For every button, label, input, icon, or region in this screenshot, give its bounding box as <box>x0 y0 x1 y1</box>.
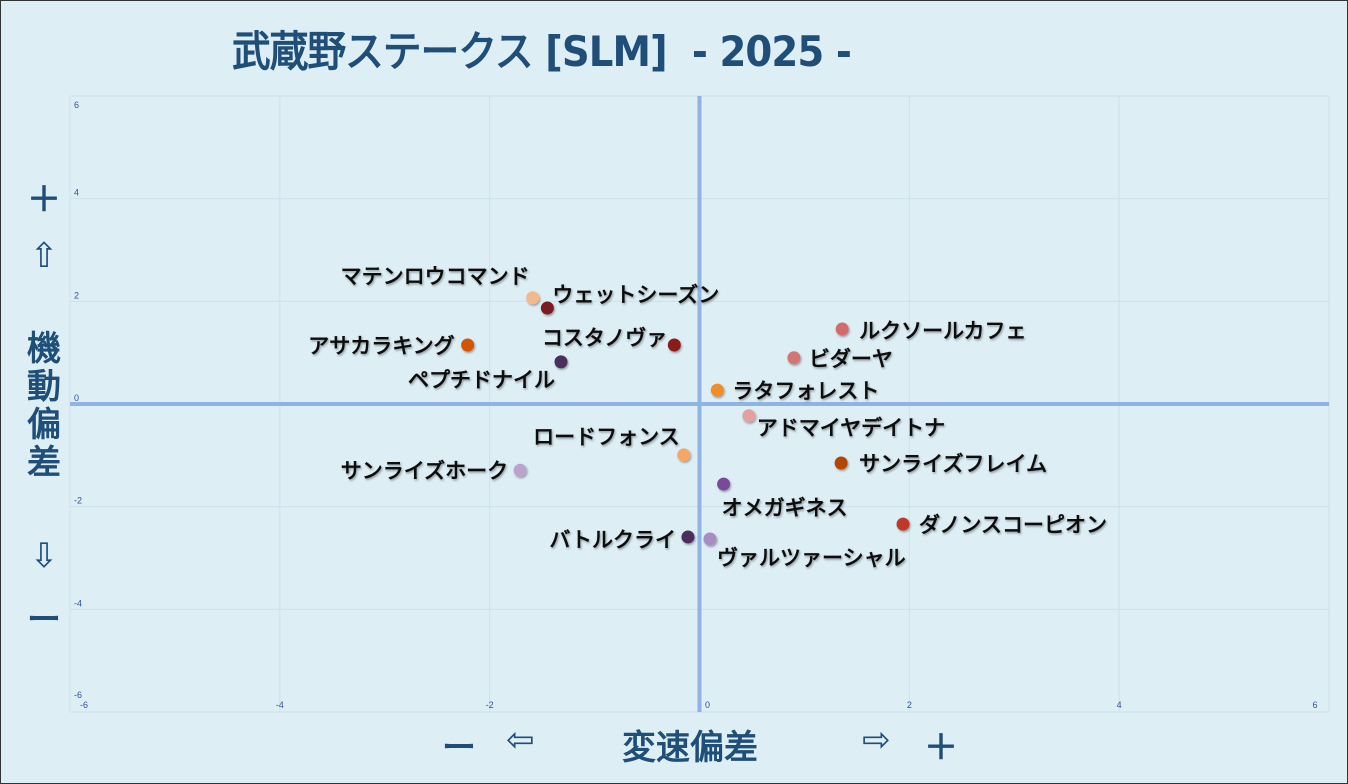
data-point-label: マテンロウコマンド <box>341 265 530 289</box>
x-tick-label: -4 <box>276 700 284 710</box>
data-point-label: ダノンスコーピオン <box>919 513 1107 537</box>
data-point-label: ペプチドナイル <box>408 368 555 392</box>
y-tick-label: 4 <box>74 188 79 198</box>
data-point <box>834 456 848 470</box>
data-point-label: オメガギネス <box>722 496 848 520</box>
data-point-label: アサカラキング <box>308 334 454 358</box>
data-point-label: ルクソールカフェ <box>859 319 1026 343</box>
data-point-label: ラタフォレスト <box>732 379 879 403</box>
y-tick-label: 2 <box>74 290 79 300</box>
data-point-label: ロードフォンス <box>533 425 680 449</box>
data-point <box>667 338 681 352</box>
data-point <box>461 338 475 352</box>
x-tick-label: -6 <box>80 700 88 710</box>
y-minus-sign: ー <box>27 600 61 640</box>
data-point <box>681 530 695 544</box>
data-point-label: サンライズホーク <box>341 459 508 483</box>
data-point-label: バトルクライ <box>549 528 676 552</box>
right-arrow-icon: ⇨ <box>862 720 891 760</box>
data-point-label: サンライズフレイム <box>859 452 1047 476</box>
down-arrow-icon: ⇩ <box>29 536 59 576</box>
x-tick-label: 6 <box>1312 700 1317 710</box>
data-point <box>540 301 554 315</box>
data-point-label: ウェットシーズン <box>552 283 719 307</box>
y-tick-label: -6 <box>74 690 82 700</box>
x-tick-label: -2 <box>486 700 494 710</box>
x-axis-label: 変速偏差 <box>622 728 758 768</box>
y-tick-label: -2 <box>74 496 82 506</box>
data-point <box>896 517 910 531</box>
data-point <box>677 448 691 462</box>
y-tick-label: 0 <box>74 393 79 403</box>
y-axis-label: 機動偏差 <box>27 329 61 483</box>
data-point <box>835 322 849 336</box>
x-tick-label: 2 <box>907 700 912 710</box>
y-tick-label: 6 <box>74 100 79 110</box>
left-arrow-icon: ⇦ <box>506 720 535 760</box>
y-plus-sign: ＋ <box>27 180 61 220</box>
chart-title: 武蔵野ステークス [SLM] - 2025 - <box>232 27 852 76</box>
data-point <box>703 532 717 546</box>
data-point-label: コスタノヴァ <box>542 326 667 350</box>
data-point <box>513 463 527 477</box>
data-point <box>710 383 724 397</box>
x-minus-sign: ー <box>442 728 476 768</box>
data-point <box>717 477 731 491</box>
x-tick-label: 4 <box>1117 700 1122 710</box>
y-tick-label: -4 <box>74 598 82 608</box>
up-arrow-icon: ⇧ <box>29 236 59 276</box>
data-point <box>787 351 801 365</box>
data-point-label: ビダーヤ <box>809 347 893 371</box>
data-point <box>526 291 540 305</box>
x-tick-label: 0 <box>705 700 710 710</box>
data-point-label: ヴァルツァーシャル <box>717 546 906 570</box>
data-point-label: アドマイヤデイトナ <box>757 416 945 440</box>
x-plus-sign: ＋ <box>924 728 958 768</box>
data-point <box>742 409 756 423</box>
data-point <box>554 355 568 369</box>
